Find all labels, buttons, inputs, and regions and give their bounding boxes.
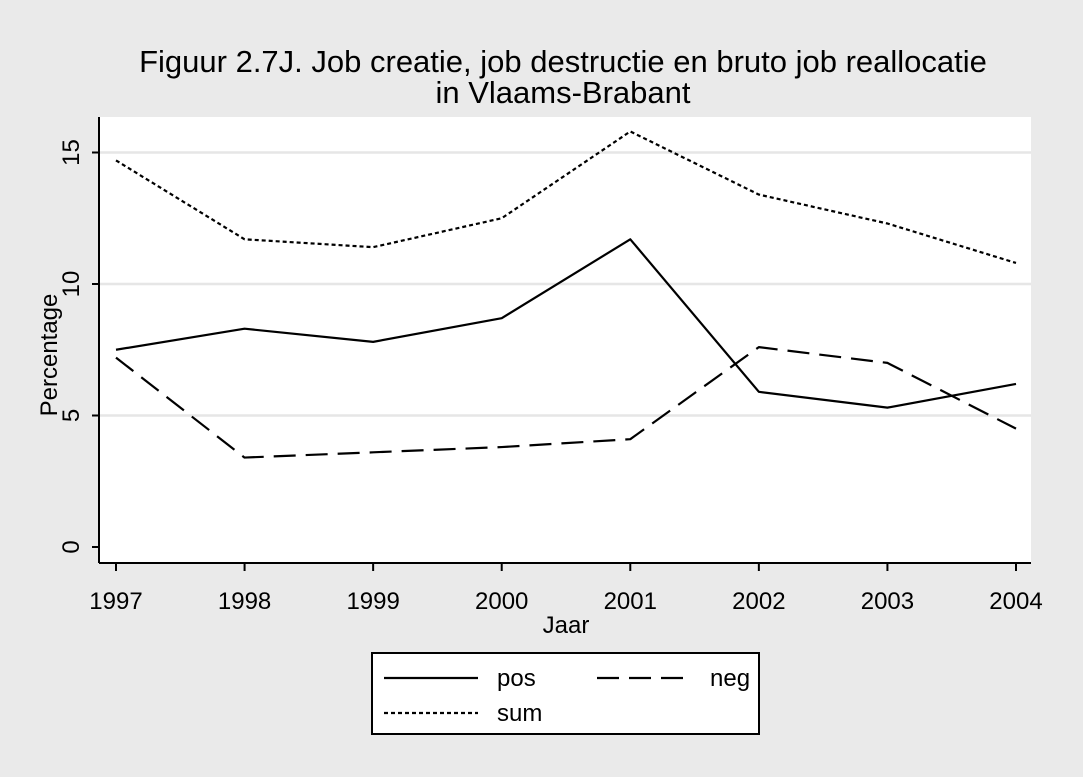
x-tick-label: 1997 <box>89 588 142 615</box>
legend-box <box>371 652 760 735</box>
x-tick-label: 2004 <box>989 588 1042 615</box>
legend-label-pos: pos <box>497 665 536 692</box>
series-line-pos <box>115 238 1017 409</box>
x-tick-label: 1998 <box>218 588 271 615</box>
legend-label-sum: sum <box>497 700 542 727</box>
series-line-sum <box>115 130 1017 265</box>
chart-title: Figuur 2.7J. Job creatie, job destructie… <box>139 44 987 79</box>
plot-area <box>99 117 1031 563</box>
chart-subtitle: in Vlaams-Brabant <box>435 75 690 110</box>
y-tick-label: 15 <box>58 139 85 166</box>
y-axis-label: Percentage <box>36 294 63 417</box>
x-tick-label: 2000 <box>475 588 528 615</box>
y-tick-label: 0 <box>58 540 85 553</box>
axes: 0 5 10 15 1997 1998 1999 2000 2001 2002 2003 2004 <box>58 117 1043 615</box>
legend: pos neg sum <box>371 652 760 735</box>
x-tick-label: 1999 <box>346 588 399 615</box>
data-series <box>115 130 1017 459</box>
x-axis-label: Jaar <box>543 612 590 639</box>
x-tick-label: 2001 <box>604 588 657 615</box>
x-tick-label: 2003 <box>861 588 914 615</box>
series-line-neg <box>115 346 1017 459</box>
grid-lines <box>99 151 1031 417</box>
y-tick-label: 5 <box>58 409 85 422</box>
x-tick-label: 2002 <box>732 588 785 615</box>
y-tick-label: 10 <box>58 271 85 298</box>
legend-label-neg: neg <box>710 665 750 692</box>
